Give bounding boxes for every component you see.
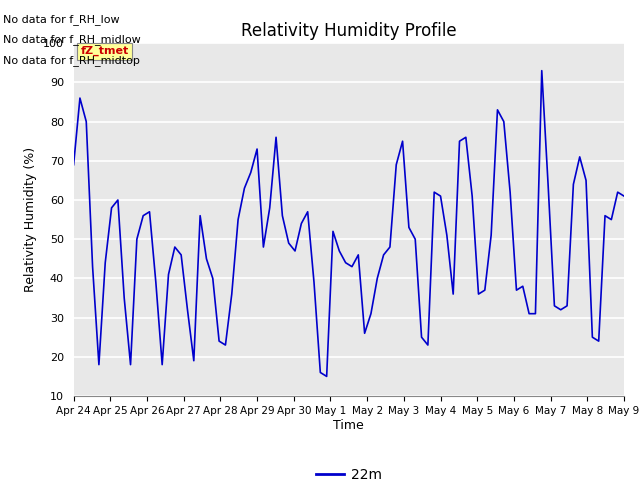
Legend: 22m: 22m [310,463,387,480]
Text: No data for f_RH_low: No data for f_RH_low [3,14,120,25]
Title: Relativity Humidity Profile: Relativity Humidity Profile [241,22,456,40]
Text: fZ_tmet: fZ_tmet [81,46,129,56]
Text: No data for f_RH_midtop: No data for f_RH_midtop [3,55,140,66]
X-axis label: Time: Time [333,419,364,432]
Text: No data for f_RH_midlow: No data for f_RH_midlow [3,35,141,46]
Y-axis label: Relativity Humidity (%): Relativity Humidity (%) [24,147,37,292]
